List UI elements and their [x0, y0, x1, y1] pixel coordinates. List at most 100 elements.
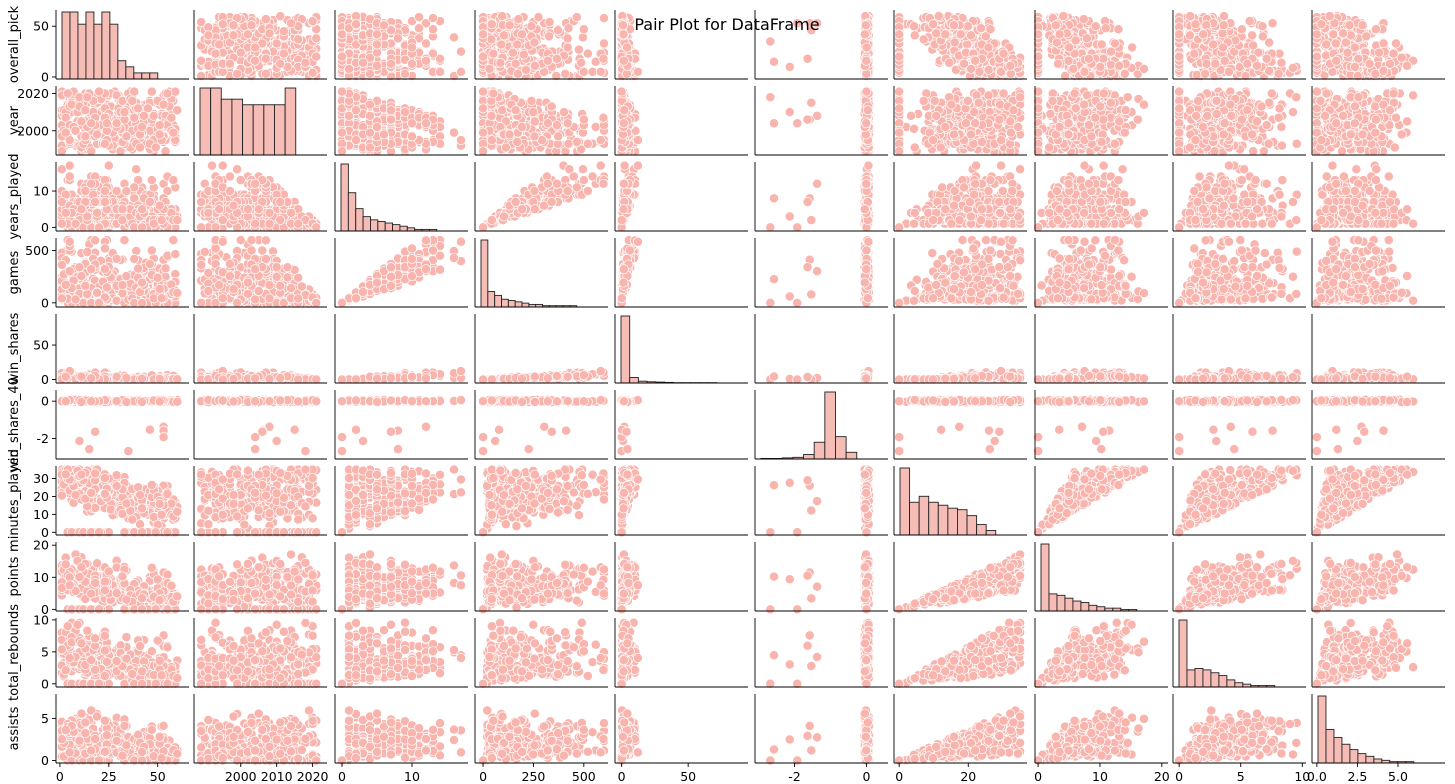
scatter-point	[949, 21, 958, 30]
scatter-point	[308, 17, 317, 26]
scatter-point	[514, 15, 523, 24]
hist-bar	[150, 73, 158, 79]
scatter-point	[919, 35, 928, 44]
scatter-point	[372, 30, 381, 39]
scatter-point	[633, 67, 642, 76]
scatter-point	[984, 65, 993, 74]
scatter-point	[976, 24, 985, 33]
scatter-point	[233, 69, 242, 78]
scatter-point	[959, 59, 968, 68]
scatter-point	[910, 31, 919, 40]
scatter-point	[1082, 34, 1091, 43]
scatter-point	[498, 11, 507, 20]
scatter-point	[337, 52, 346, 61]
scatter-point	[1128, 43, 1137, 52]
scatter-point	[251, 43, 260, 52]
scatter-point	[487, 20, 496, 29]
scatter-point	[261, 69, 270, 78]
scatter-point	[379, 21, 388, 30]
scatter-point	[1097, 40, 1106, 49]
scatter-point	[862, 69, 871, 78]
scatter-point	[513, 69, 522, 78]
y-tick-label: 50	[33, 19, 49, 34]
scatter-point	[511, 59, 520, 68]
scatter-point	[286, 19, 295, 28]
scatter-point	[1079, 15, 1088, 24]
scatter-point	[229, 31, 238, 40]
scatter-point	[766, 37, 775, 46]
panel-overall_pick-vs-minutes_played	[894, 10, 1027, 81]
scatter-point	[963, 40, 972, 49]
scatter-point	[563, 34, 572, 43]
scatter-point	[478, 30, 487, 39]
scatter-point	[984, 43, 993, 52]
hist-bar	[118, 61, 126, 79]
scatter-point	[365, 69, 374, 78]
scatter-point	[519, 50, 528, 59]
scatter-point	[553, 26, 562, 35]
scatter-point	[619, 56, 628, 65]
scatter-point	[861, 21, 870, 30]
scatter-point	[579, 67, 588, 76]
scatter-point	[449, 33, 458, 42]
scatter-point	[261, 54, 270, 63]
scatter-point	[1051, 21, 1060, 30]
panel-overall_pick-vs-points	[1033, 10, 1168, 81]
scatter-point	[456, 67, 465, 76]
scatter-point	[276, 59, 285, 68]
scatter-point	[986, 25, 995, 34]
scatter-point	[312, 34, 321, 43]
scatter-point	[312, 52, 321, 61]
scatter-point	[301, 58, 310, 67]
scatter-point	[564, 24, 573, 33]
scatter-point	[225, 59, 234, 68]
scatter-point	[769, 57, 778, 66]
scatter-point	[372, 61, 381, 70]
scatter-point	[428, 14, 437, 23]
panel-overall_pick-vs-overall_pick: 050	[33, 10, 189, 84]
scatter-point	[393, 34, 402, 43]
scatter-point	[932, 29, 941, 38]
scatter-point	[197, 56, 206, 65]
scatter-point	[785, 62, 794, 71]
scatter-point	[1101, 24, 1110, 33]
scatter-point	[1120, 69, 1129, 78]
scatter-point	[928, 20, 937, 29]
scatter-point	[1114, 25, 1123, 34]
scatter-point	[236, 48, 245, 57]
scatter-point	[945, 58, 954, 67]
scatter-point	[909, 22, 918, 31]
hist-bar	[62, 12, 70, 79]
scatter-point	[577, 58, 586, 67]
scatter-point	[941, 30, 950, 39]
scatter-point	[530, 38, 539, 47]
scatter-point	[860, 30, 869, 39]
scatter-point	[218, 20, 227, 29]
scatter-point	[574, 45, 583, 54]
scatter-point	[344, 64, 353, 73]
scatter-point	[517, 30, 526, 39]
scatter-point	[513, 40, 522, 49]
scatter-point	[544, 32, 553, 41]
scatter-point	[407, 59, 416, 68]
scatter-point	[862, 43, 871, 52]
scatter-point	[508, 48, 517, 57]
scatter-point	[1069, 64, 1078, 73]
scatter-point	[599, 54, 608, 63]
scatter-point	[622, 43, 631, 52]
scatter-point	[527, 22, 536, 31]
scatter-point	[229, 21, 238, 30]
scatter-point	[489, 49, 498, 58]
scatter-point	[243, 30, 252, 39]
scatter-point	[407, 43, 416, 52]
scatter-point	[485, 64, 494, 73]
scatter-point	[999, 49, 1008, 58]
scatter-point	[400, 69, 409, 78]
scatter-point	[276, 11, 285, 20]
scatter-point	[895, 30, 904, 39]
scatter-point	[1064, 56, 1073, 65]
scatter-point	[971, 56, 980, 65]
hist-bar	[86, 12, 94, 79]
scatter-point	[1053, 59, 1062, 68]
scatter-point	[215, 40, 224, 49]
